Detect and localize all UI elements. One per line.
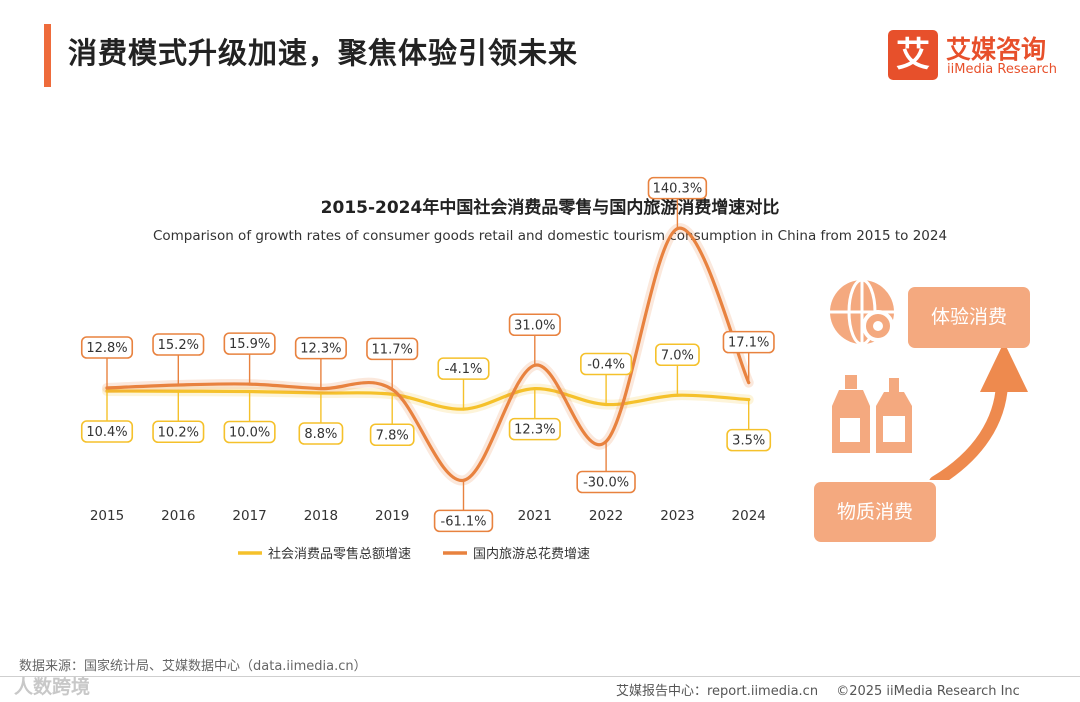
data-label-box (298, 422, 344, 445)
logo-name-en: iiMedia Research (947, 62, 1058, 77)
retail-data-label: 8.8% (304, 427, 337, 442)
experience-consumption-label: 体验消费 (930, 306, 1007, 328)
data-label-box (722, 330, 775, 354)
tourism-data-label: 140.3% (653, 182, 703, 197)
x-tick-label: 2022 (589, 508, 623, 524)
retail-data-label: 7.8% (376, 428, 409, 443)
retail-data-label: 3.5% (732, 434, 765, 449)
material-consumption-label: 物质消费 (836, 501, 913, 523)
data-label-box (580, 352, 633, 376)
data-label-box (508, 313, 561, 337)
footer-right: 艾媒报告中心：report.iimedia.cn ©2025 iiMedia R… (616, 680, 1034, 699)
globe-gear-icon (830, 278, 894, 346)
data-label-box (647, 176, 708, 200)
x-tick-label: 2023 (660, 508, 694, 524)
data-label-box (223, 420, 276, 444)
data-label-box (433, 509, 494, 533)
copyright-text: ©2025 iiMedia Research Inc (836, 684, 1020, 699)
report-center-link[interactable]: 艾媒报告中心：report.iimedia.cn (616, 684, 819, 699)
brand-logo[interactable]: 艾 艾媒咨询 iiMedia Research (888, 28, 1068, 84)
x-tick-label: 2015 (90, 508, 124, 524)
data-label-box (223, 332, 276, 355)
legend-label-tourism: 国内旅游总花费增速 (473, 546, 590, 562)
retail-data-label: -0.4% (587, 358, 625, 373)
tourism-growth-line (105, 226, 751, 482)
data-source: 数据来源：国家统计局、艾媒数据中心（data.iimedia.cn） (19, 659, 367, 674)
logo-name-cn: 艾媒咨询 (946, 35, 1047, 64)
x-tick-label: 2016 (161, 508, 195, 524)
tourism-data-label: 12.3% (300, 342, 341, 357)
retail-data-label: 10.4% (86, 425, 127, 440)
x-tick-label: 2018 (304, 508, 338, 524)
title-accent-bar (44, 24, 51, 87)
data-label-box (152, 420, 205, 444)
data-label-box (508, 417, 561, 441)
data-label-box (369, 423, 415, 447)
tourism-data-label: 17.1% (728, 336, 769, 351)
bottles-icon (832, 375, 912, 453)
x-tick-label: 2024 (732, 508, 766, 524)
data-label-box (437, 357, 490, 380)
x-tick-label: 2021 (518, 508, 552, 524)
tourism-data-label: -30.0% (583, 476, 629, 491)
arrow-head-icon (980, 342, 1028, 392)
data-label-box (294, 336, 347, 360)
tourism-data-label: 11.7% (372, 342, 413, 357)
growth-arrow-icon (929, 379, 1008, 480)
data-label-box (654, 343, 700, 367)
tourism-data-label: 12.8% (86, 341, 127, 356)
footer-divider (0, 676, 1080, 677)
tourism-data-label: 15.2% (158, 338, 199, 353)
legend-label-retail: 社会消费品零售总额增速 (268, 546, 411, 562)
x-tick-label: 2019 (375, 508, 409, 524)
data-label-box (576, 470, 636, 494)
data-label-box (726, 428, 772, 452)
chart-subtitle: Comparison of growth rates of consumer g… (152, 228, 948, 244)
data-label-box (366, 337, 419, 361)
retail-data-label: 12.3% (514, 423, 555, 438)
tourism-data-label: 31.0% (514, 318, 555, 333)
side-illustration (830, 278, 1028, 480)
retail-data-label: 10.2% (158, 425, 199, 440)
data-label-box (80, 420, 134, 443)
experience-consumption-box: 体验消费 (908, 287, 1030, 348)
tourism-data-label: 15.9% (229, 337, 270, 352)
retail-data-label: -4.1% (445, 362, 483, 377)
chart-title: 2015-2024年中国社会消费品零售与国内旅游消费增速对比 (320, 198, 780, 218)
data-label-box (80, 336, 134, 359)
retail-growth-line (105, 387, 751, 411)
retail-data-label: 7.0% (661, 348, 694, 363)
retail-data-label: 10.0% (229, 426, 270, 441)
material-consumption-box: 物质消费 (814, 482, 936, 542)
logo-mark: 艾 (888, 30, 938, 80)
data-label-box (152, 333, 205, 356)
watermark-text: 人数跨境 (14, 676, 91, 698)
x-tick-label: 2017 (232, 508, 266, 524)
growth-line-chart: 2015201620172018201920202021202220232024… (80, 176, 775, 562)
tourism-data-label: -61.1% (441, 514, 487, 529)
page-title: 消费模式升级加速，聚焦体验引领未来 (68, 36, 579, 70)
